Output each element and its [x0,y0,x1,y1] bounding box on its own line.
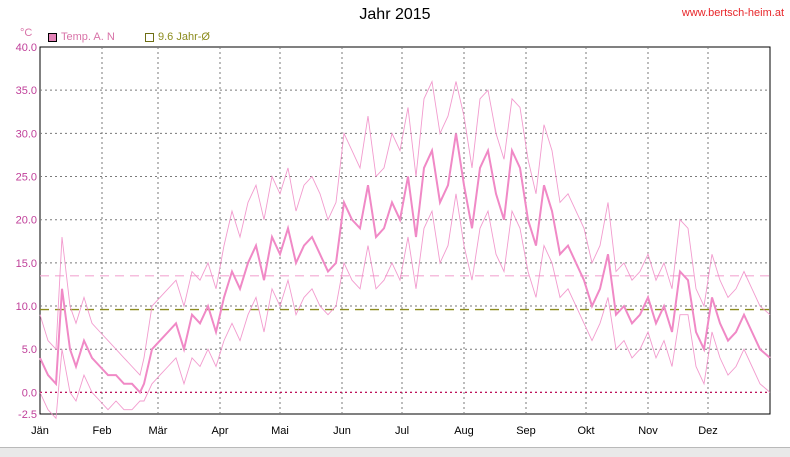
legend-swatch-temp [48,32,57,42]
x-tick-label: Jul [395,425,409,437]
y-tick-label: 20.0 [16,215,37,227]
y-tick-label: 10.0 [16,301,37,313]
y-tick-label: 40.0 [16,42,37,54]
x-tick-label: Mai [271,425,289,437]
temp-min-line [39,193,771,420]
y-tick-label: 15.0 [16,258,37,270]
status-bar [0,447,790,457]
y-tick-label: 5.0 [22,344,37,356]
y-tick-label: 25.0 [16,172,37,184]
x-tick-label: Nov [638,425,658,437]
legend-label-temp: Temp. A. N [61,31,115,43]
x-tick-label: Feb [93,425,112,437]
y-tick-label: 30.0 [16,128,37,140]
x-tick-label: Okt [577,425,594,437]
y-tick-label: -2.5 [18,409,37,421]
x-tick-label: Jun [333,425,351,437]
chart-title: Jahr 2015 [359,6,431,23]
x-tick-label: Dez [698,425,718,437]
x-tick-label: Apr [211,425,228,437]
y-unit-label: °C [20,27,33,39]
legend-item-temp[interactable]: Temp. A. N [48,31,115,43]
site-link[interactable]: www.bertsch-heim.at [681,7,784,19]
temp-mean-line [39,133,771,395]
x-tick-label: Sep [516,425,536,437]
legend-label-average: 9.6 Jahr-Ø [158,31,210,43]
temp-max-line [39,79,771,377]
x-tick-label: Mär [149,425,168,437]
y-tick-label: 0.0 [22,387,37,399]
x-tick-label: Aug [454,425,474,437]
legend-item-average[interactable]: 9.6 Jahr-Ø [145,31,210,43]
x-tick-label: Jän [31,425,49,437]
legend-swatch-average [145,32,154,42]
y-tick-label: 35.0 [16,85,37,97]
